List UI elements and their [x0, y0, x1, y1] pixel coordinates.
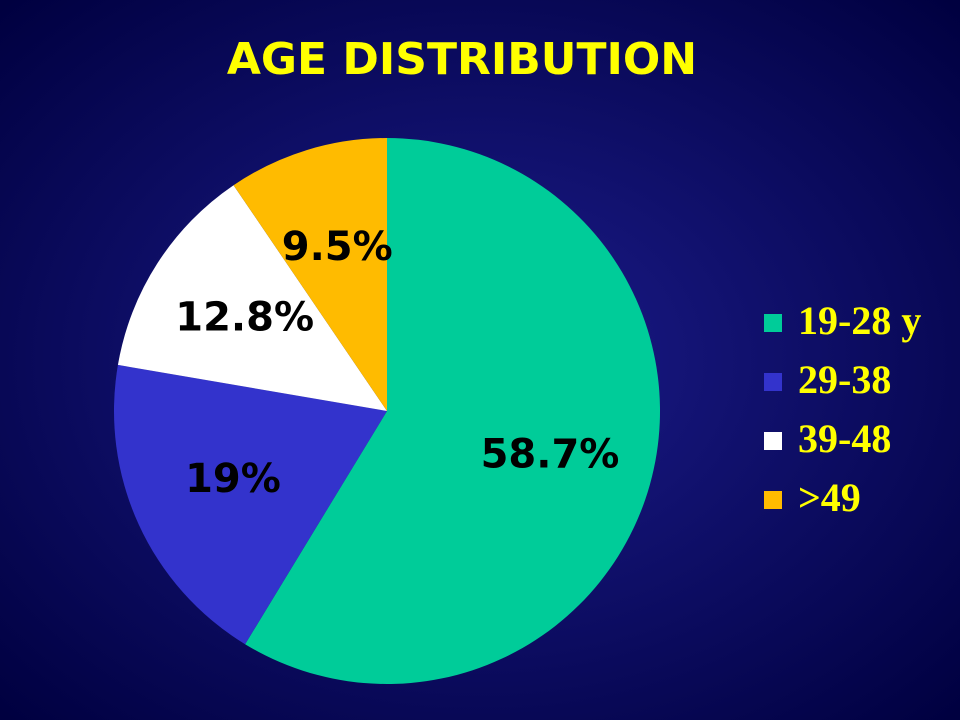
legend-swatch: [764, 491, 782, 509]
legend-label: 39-48: [798, 416, 891, 461]
pie-slice: [117, 185, 387, 411]
legend-label: 19-28 y: [798, 298, 921, 343]
legend-swatch: [764, 432, 782, 450]
chart-title: AGE DISTRIBUTION: [227, 34, 697, 85]
pie-slice: [245, 138, 661, 685]
pie-slice: [114, 364, 387, 645]
data-label: 12.8%: [175, 294, 314, 340]
pie-slice: [233, 138, 387, 411]
legend-swatch: [764, 373, 782, 391]
legend-swatch: [764, 314, 782, 332]
data-label: 9.5%: [282, 224, 393, 270]
legend-label: >49: [798, 475, 861, 520]
legend-label: 29-38: [798, 357, 891, 402]
data-label: 58.7%: [481, 432, 620, 478]
data-label: 19%: [185, 456, 281, 502]
